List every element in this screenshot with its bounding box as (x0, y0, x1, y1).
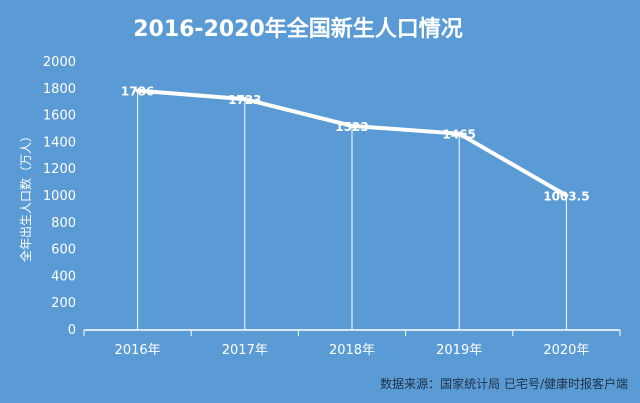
x-tick-label: 2018年 (329, 343, 375, 358)
source-note: 数据来源：国家统计局 已宅号/健康时报客户端 (380, 376, 628, 391)
x-tick-label: 2020年 (543, 343, 589, 358)
y-tick-label: 1000 (43, 189, 76, 204)
chart-title: 2016-2020年全国新生人口情况 (133, 16, 463, 42)
y-tick-label: 2000 (43, 55, 76, 70)
drop-lines (137, 90, 567, 330)
y-tick-label: 800 (51, 216, 76, 231)
x-tick-label: 2017年 (222, 343, 268, 358)
y-axis-ticks: 0 200 400 600 800 1000 1200 1400 1600 1800 2000 (43, 55, 76, 338)
series-line (135, 88, 569, 198)
y-tick-label: 0 (68, 323, 76, 338)
data-label: 1786 (121, 85, 154, 99)
y-tick-label: 1800 (43, 82, 76, 97)
x-axis-ticks: 2016年 2017年 2018年 2019年 2020年 (83, 330, 621, 358)
y-tick-label: 1200 (43, 162, 76, 177)
x-tick-label: 2016年 (115, 343, 161, 358)
y-tick-label: 200 (51, 296, 76, 311)
data-labels: 1786 1723 1523 1465 1003.5 (121, 85, 590, 204)
y-tick-label: 600 (51, 243, 76, 258)
data-label: 1465 (442, 128, 475, 142)
data-label: 1003.5 (543, 190, 589, 204)
data-label: 1523 (335, 120, 368, 134)
y-tick-label: 400 (51, 269, 76, 284)
data-label: 1723 (228, 93, 261, 107)
y-axis-title: 全年出生人口数（万人） (18, 130, 33, 262)
x-tick-label: 2019年 (436, 343, 482, 358)
y-tick-label: 1600 (43, 109, 76, 124)
y-tick-label: 1400 (43, 135, 76, 150)
